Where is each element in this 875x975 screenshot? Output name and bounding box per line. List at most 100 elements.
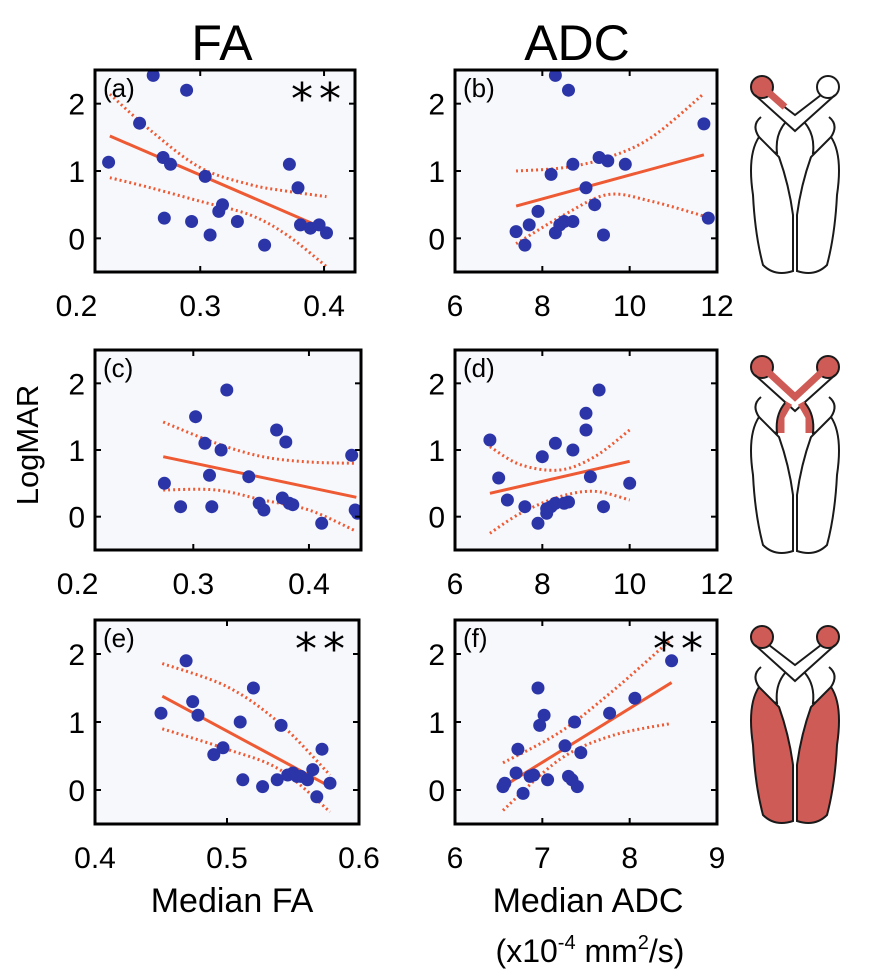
y-tick-label: 2 <box>68 368 85 401</box>
column-title-fa: FA <box>191 15 253 71</box>
x-tick-label: 0.2 <box>56 290 98 323</box>
data-point <box>533 718 547 732</box>
data-point <box>220 383 234 397</box>
data-point <box>603 706 617 720</box>
data-point <box>291 181 305 195</box>
x-axis-label-adc-units: (x10-4 mm2/s) <box>496 932 685 969</box>
optic-tract-highlight <box>764 368 826 433</box>
panel-label: (f) <box>463 623 488 653</box>
y-tick-label: 0 <box>68 775 85 808</box>
data-point <box>623 476 637 490</box>
data-point <box>579 423 593 437</box>
x-tick-label: 10 <box>613 568 646 601</box>
ci-lower-curve <box>161 727 331 813</box>
data-point <box>535 450 549 464</box>
x-tick-label: 10 <box>613 290 646 323</box>
eye-left <box>750 625 774 649</box>
data-point <box>294 218 307 232</box>
data-point <box>301 773 314 787</box>
y-tick-label: 0 <box>68 223 85 256</box>
ci-upper-curve <box>162 420 357 465</box>
optic-radiation-left <box>750 415 794 554</box>
data-point <box>258 238 272 252</box>
data-point <box>203 468 216 482</box>
y-tick-label: 1 <box>68 707 85 740</box>
ci-upper-curve <box>502 637 673 765</box>
data-point <box>558 739 572 753</box>
data-point <box>315 516 329 530</box>
y-tick-label: 0 <box>428 223 445 256</box>
x-axis-label-adc: Median ADC <box>493 882 684 920</box>
data-point <box>592 383 606 397</box>
data-point <box>566 443 580 457</box>
data-point <box>544 167 558 181</box>
data-point <box>214 443 228 457</box>
ci-upper-curve <box>489 428 631 472</box>
x-tick-label: 8 <box>534 290 551 323</box>
optic-radiation-right <box>796 135 840 274</box>
ci-lower-curve <box>489 489 631 535</box>
data-point <box>270 773 284 787</box>
ci-upper-curve <box>161 662 332 777</box>
optic-nerve-outline <box>768 644 822 667</box>
y-axis-label: LogMAR <box>10 385 45 506</box>
data-point <box>174 500 188 514</box>
data-point <box>256 780 270 794</box>
data-point <box>236 773 250 787</box>
tract-icon-optic-tract <box>750 355 840 554</box>
x-tick-label: 0.2 <box>57 568 99 601</box>
data-point <box>518 238 532 252</box>
data-point <box>157 211 171 225</box>
data-point <box>562 495 575 509</box>
data-point <box>257 503 271 517</box>
data-point <box>531 204 545 218</box>
data-point <box>279 435 293 449</box>
data-point <box>697 117 711 131</box>
data-point <box>207 748 221 762</box>
data-point <box>568 715 582 729</box>
data-point <box>509 766 523 780</box>
panel-label: (c) <box>103 353 133 383</box>
x-tick-label: 6 <box>447 842 464 875</box>
data-point <box>282 157 296 171</box>
y-tick-label: 1 <box>428 707 445 740</box>
optic-radiation-right <box>796 685 840 824</box>
x-tick-label: 0.3 <box>172 568 214 601</box>
y-tick-label: 2 <box>68 89 85 122</box>
data-point <box>511 742 525 756</box>
data-point <box>701 211 715 225</box>
optic-nerve-highlight <box>764 88 788 110</box>
data-point <box>164 157 177 171</box>
data-point <box>179 654 193 668</box>
data-point <box>527 768 541 782</box>
data-point <box>566 157 580 171</box>
data-point <box>548 436 562 450</box>
data-point <box>230 215 244 228</box>
data-point <box>233 715 247 729</box>
x-tick-label: 0.4 <box>288 568 330 601</box>
significance-marker: ** <box>295 624 351 675</box>
panel-e: 0 1 2 0.4 0.5 0.6 (e) ** <box>68 618 380 875</box>
data-point <box>579 181 593 195</box>
data-point <box>203 228 217 242</box>
data-point <box>628 691 642 705</box>
data-point <box>323 776 337 790</box>
data-point <box>537 708 551 722</box>
panel-c: 0 1 2 0.2 0.3 0.4 (c) <box>57 348 363 601</box>
significance-marker: ** <box>291 74 347 125</box>
data-point <box>597 228 610 242</box>
data-point <box>306 763 320 777</box>
ci-lower-curve <box>515 192 705 245</box>
x-tick-label: 0.4 <box>74 842 116 875</box>
data-point <box>541 773 555 787</box>
plot-area <box>455 350 717 550</box>
eye-right <box>816 75 840 99</box>
eye-right <box>816 625 840 649</box>
y-tick-label: 0 <box>428 775 445 808</box>
data-point <box>146 70 160 82</box>
plot-area <box>95 70 355 272</box>
data-point <box>216 741 230 755</box>
data-point <box>270 423 284 437</box>
y-tick-label: 2 <box>428 639 445 672</box>
